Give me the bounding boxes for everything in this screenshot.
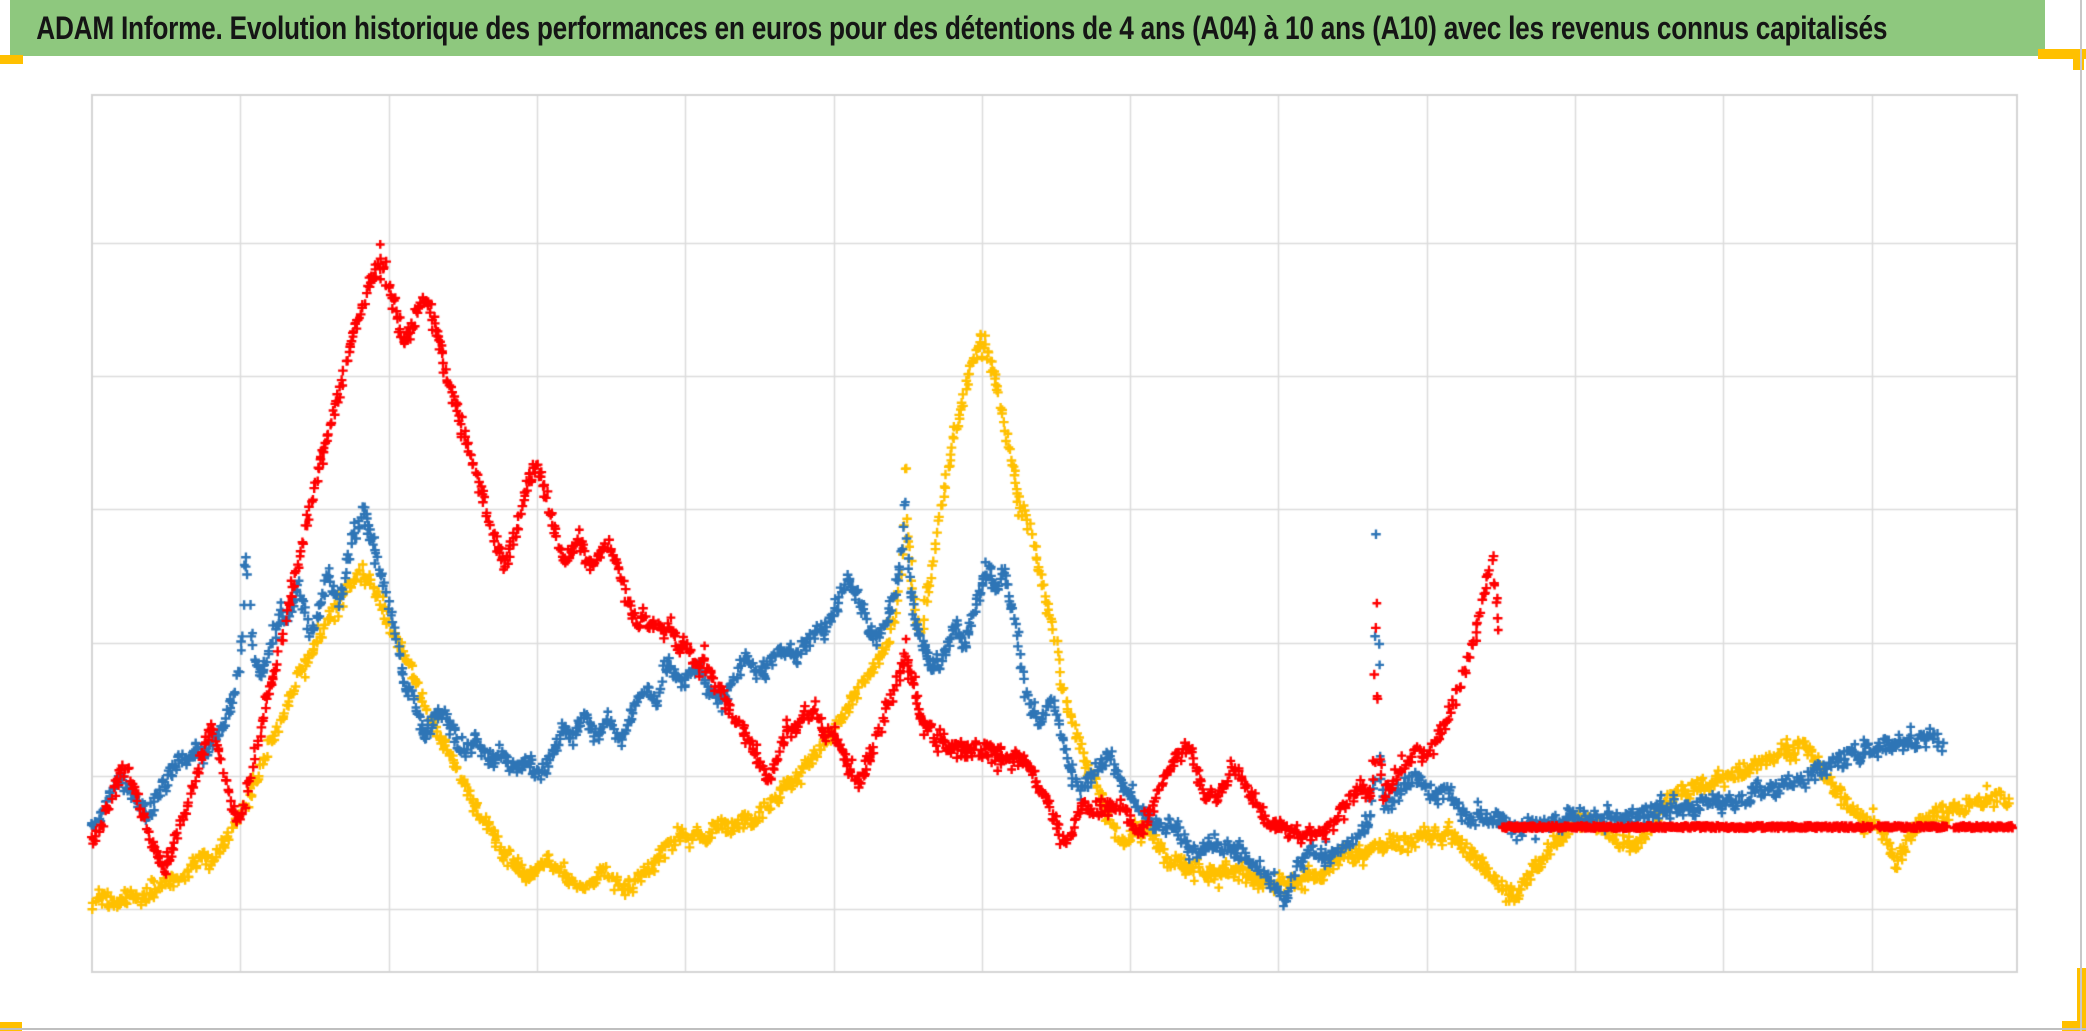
frame-corner-top-right-horizontal (2038, 49, 2086, 59)
frame-corner-bottom-left (0, 1022, 22, 1031)
frame-corner-bottom-right-horizontal (2062, 1021, 2086, 1031)
chart-title: ADAM Informe. Evolution historique des p… (36, 9, 1888, 46)
chart-title-bar: ADAM Informe. Evolution historique des p… (10, 0, 2045, 56)
frame-corner-top-left (0, 55, 23, 64)
slide-edge-bottom (0, 1028, 2086, 1030)
frame-corner-top-right-vertical (2073, 49, 2084, 70)
slide-edge-right (2080, 0, 2082, 1031)
